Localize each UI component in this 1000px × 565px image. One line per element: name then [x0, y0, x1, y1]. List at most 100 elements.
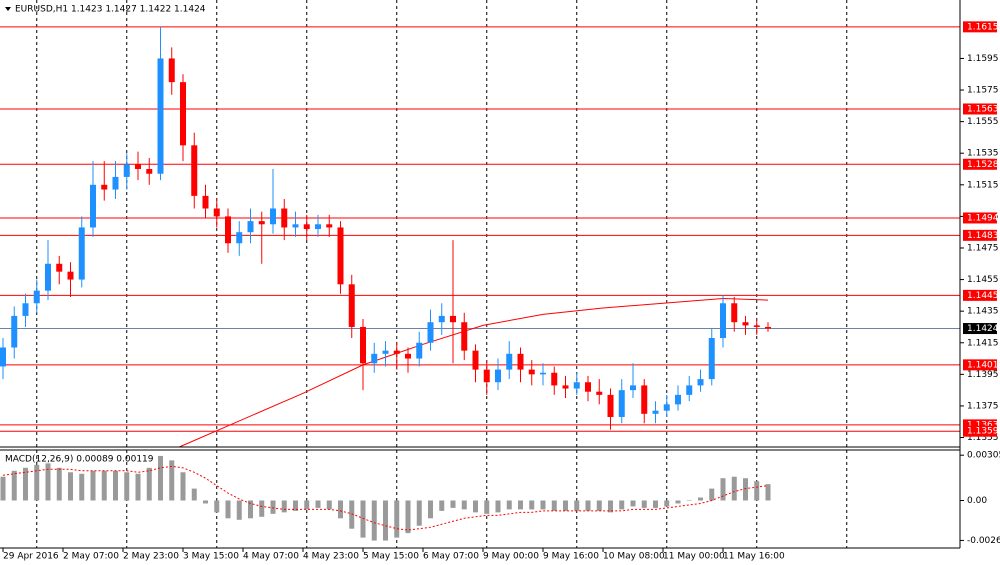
level-label: 1.1445	[967, 291, 999, 301]
macd-bar	[461, 500, 467, 510]
candle-body	[528, 369, 535, 375]
macd-bar	[169, 460, 175, 501]
macd-bar	[259, 500, 265, 517]
candle-body	[225, 216, 231, 244]
candle-body	[765, 326, 771, 329]
candle-body	[641, 385, 648, 414]
x-tick-label: 10 May 08:00	[603, 552, 665, 562]
macd-bar	[495, 500, 501, 513]
macd-bar	[619, 500, 625, 510]
macd-bar	[506, 500, 512, 510]
candle-body	[742, 322, 749, 326]
y-tick-label: 1.1415	[967, 338, 999, 348]
candle-body	[551, 372, 558, 386]
macd-bar	[405, 500, 411, 534]
macd-bar	[686, 500, 692, 501]
candle-body	[731, 303, 738, 323]
candle-body	[382, 350, 389, 354]
current-price-box	[963, 323, 997, 335]
candle-body	[427, 322, 434, 343]
candle-body	[573, 382, 580, 389]
level-label: 1.1483	[967, 231, 999, 241]
macd-bar	[349, 500, 355, 529]
macd-bar	[518, 500, 523, 510]
y-tick-label: 1.1535	[967, 149, 999, 159]
macd-bar	[675, 500, 681, 504]
level-label-box	[963, 212, 997, 224]
y-tick-label: 1.1475	[967, 243, 999, 253]
level-label-box	[963, 419, 997, 431]
candle-body	[585, 382, 591, 392]
x-tick-label: 29 Apr 2016	[3, 552, 59, 562]
macd-bar	[23, 467, 28, 501]
candle-body	[450, 315, 456, 323]
candle-body	[562, 385, 569, 389]
macd-bar	[293, 500, 298, 511]
candle-body	[472, 350, 479, 370]
macd-bar	[101, 470, 107, 501]
macd-bar	[68, 472, 73, 501]
candle-body	[78, 227, 85, 280]
level-label: 1.1359	[967, 427, 999, 437]
level-label-box	[963, 289, 997, 301]
candle-body	[663, 404, 670, 411]
y-tick-label: 0.00305	[967, 451, 1000, 461]
y-tick-label: 1.1435	[967, 307, 999, 317]
macd-bar	[653, 500, 658, 508]
candle-body	[675, 394, 681, 405]
candle-body	[303, 224, 310, 230]
candle-body	[618, 390, 625, 417]
macd-bar	[416, 500, 422, 526]
macd-bar	[158, 455, 163, 501]
macd-bar	[484, 500, 490, 514]
candle-body	[123, 164, 130, 177]
macd-bar	[698, 497, 703, 501]
candle-body	[236, 232, 243, 244]
macd-bar	[304, 500, 310, 510]
y-tick-label: 1.1515	[967, 180, 999, 190]
candle-body	[438, 315, 445, 323]
candle-body	[56, 263, 63, 272]
candle-body	[607, 394, 614, 417]
candle-body	[405, 353, 411, 359]
macd-bar	[360, 500, 366, 538]
macd-bar	[574, 500, 580, 511]
y-tick-label: -0.00269	[967, 536, 1000, 546]
candle-body	[213, 208, 220, 217]
macd-bar	[371, 500, 377, 541]
level-label-box	[963, 359, 997, 371]
macd-bar	[529, 500, 535, 510]
candle-body	[371, 353, 378, 364]
macd-bar	[439, 500, 445, 511]
macd-bar	[428, 500, 433, 519]
candle-body	[753, 325, 760, 327]
macd-bar	[56, 467, 62, 501]
macd-bar	[0, 476, 6, 501]
candle-body	[506, 353, 513, 370]
y-tick-label: 1.1455	[967, 275, 999, 285]
candle-body	[22, 303, 29, 316]
candle-body	[596, 391, 603, 395]
macd-bar	[630, 500, 636, 507]
macd-bar	[551, 500, 557, 511]
macd-bar	[473, 500, 478, 513]
macd-bar	[641, 500, 647, 508]
macd-bar	[34, 464, 40, 501]
y-tick-label: 1.1595	[967, 54, 999, 64]
macd-bar	[45, 463, 51, 501]
level-label: 1.1615	[967, 22, 999, 32]
macd-bar	[664, 500, 670, 507]
x-tick-label: 11 May 00:00	[663, 552, 725, 562]
level-label: 1.1363	[967, 420, 999, 430]
candle-body	[281, 208, 288, 228]
menu-arrow[interactable]	[5, 7, 11, 11]
macd-bar	[596, 500, 602, 511]
y-tick-label: 1.1575	[967, 86, 999, 96]
macd-bar	[113, 470, 118, 501]
candle-body	[202, 195, 209, 209]
candle-body	[540, 372, 546, 375]
x-tick-label: 2 May 07:00	[63, 552, 119, 562]
candle-body	[247, 221, 254, 233]
candle-body	[45, 263, 51, 291]
y-tick-label: 1.1375	[967, 401, 999, 411]
